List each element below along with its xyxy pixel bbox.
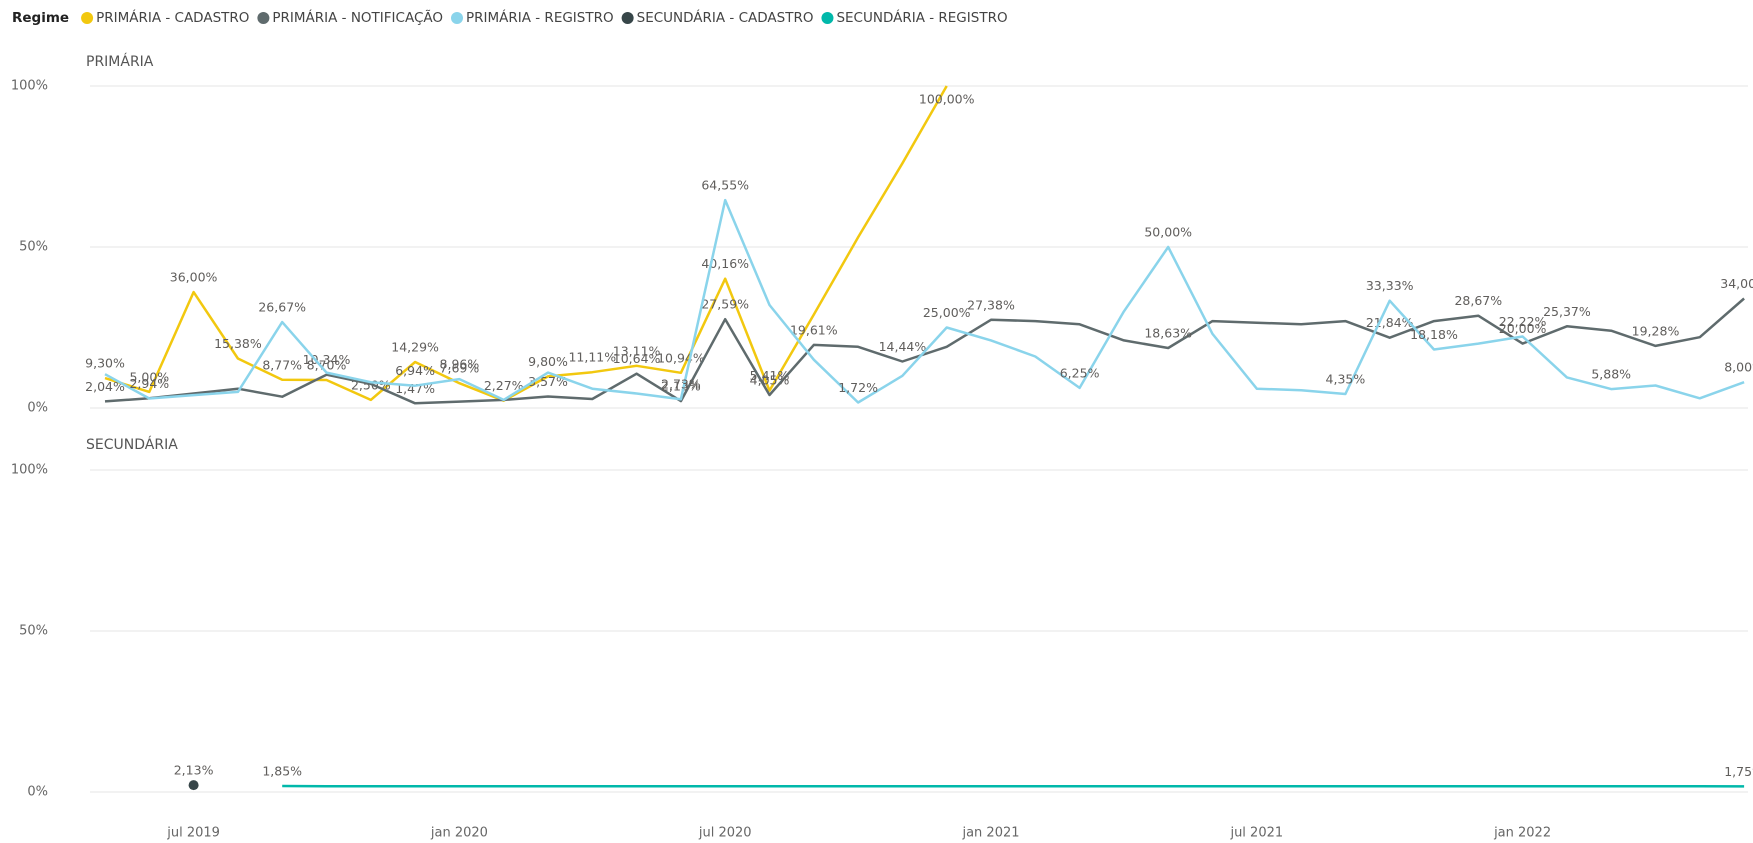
data-label: 2,94% [129, 376, 169, 391]
x-tick-label: jan 2020 [430, 826, 488, 841]
panel-title: PRIMÁRIA [86, 53, 154, 70]
data-label: 15,38% [214, 336, 262, 351]
data-label: 19,61% [790, 322, 838, 337]
x-tick-label: jan 2021 [961, 826, 1019, 841]
y-tick-label: 100% [11, 463, 48, 478]
data-label: 36,00% [170, 270, 218, 285]
data-label: 1,75% [1724, 764, 1753, 779]
data-label: 2,27% [484, 378, 524, 393]
legend-marker [451, 12, 463, 24]
data-label: 40,16% [701, 256, 749, 271]
data-label: 50,00% [1144, 225, 1192, 240]
data-label: 10,34% [303, 352, 351, 367]
data-label: 18,63% [1144, 326, 1192, 341]
y-tick-label: 0% [27, 401, 48, 416]
data-label: 28,67% [1454, 293, 1502, 308]
data-label: 100,00% [919, 92, 975, 107]
data-label: 5,00% [129, 369, 169, 384]
data-label: 25,37% [1543, 304, 1591, 319]
data-label: 8,96% [440, 357, 480, 372]
data-label: 10,94% [657, 350, 705, 365]
data-label: 26,67% [258, 300, 306, 315]
data-label: 13,11% [613, 343, 661, 358]
data-point [188, 780, 199, 791]
data-label: 22,22% [1499, 314, 1547, 329]
data-label: 2,13% [661, 379, 701, 394]
data-label: 4,35% [1326, 371, 1366, 386]
y-tick-label: 50% [19, 624, 48, 639]
data-label: 27,38% [967, 297, 1015, 312]
data-label: 2,13% [174, 763, 214, 778]
data-label: 8,77% [262, 357, 302, 372]
data-label: 14,29% [391, 339, 439, 354]
legend-label: SECUNDÁRIA - CADASTRO [637, 9, 814, 26]
data-label: 64,55% [701, 178, 749, 193]
data-label: 14,44% [879, 339, 927, 354]
data-label: 20,00% [1499, 321, 1547, 336]
data-label: 11,11% [568, 350, 616, 365]
data-label: 1,85% [262, 764, 302, 779]
data-label: 6,25% [1060, 365, 1100, 380]
x-tick-label: jul 2019 [166, 826, 220, 841]
legend-marker [81, 12, 94, 24]
data-label: 5,88% [1591, 367, 1631, 382]
series-line [104, 297, 1745, 405]
data-label: 2,73% [661, 377, 701, 392]
panel-title: SECUNDÁRIA [86, 436, 178, 453]
data-label: 4,05% [750, 372, 790, 387]
data-label: 2,04% [85, 379, 125, 394]
legend-marker [821, 12, 834, 24]
data-label: 10,64% [613, 351, 661, 366]
data-label: 8,00% [1724, 360, 1753, 375]
x-tick-label: jul 2020 [698, 826, 752, 841]
legend-label: SECUNDÁRIA - REGISTRO [836, 9, 1007, 26]
series-line [104, 85, 948, 402]
data-label: 9,30% [85, 356, 125, 371]
series-line [104, 198, 1745, 404]
y-tick-label: 100% [11, 79, 48, 94]
data-label: 33,33% [1366, 278, 1414, 293]
data-label: 34,00% [1720, 276, 1753, 291]
x-tick-label: jan 2022 [1493, 826, 1551, 841]
data-label: 27,59% [701, 297, 749, 312]
legend-label: PRIMÁRIA - NOTIFICAÇÃO [272, 9, 443, 26]
y-tick-label: 0% [27, 785, 48, 800]
x-tick-label: jul 2021 [1229, 826, 1283, 841]
legend-marker [257, 12, 270, 24]
legend-label: PRIMÁRIA - REGISTRO [466, 9, 614, 26]
data-label: 6,94% [395, 363, 435, 378]
y-tick-label: 50% [19, 240, 48, 255]
data-label: 18,18% [1410, 327, 1458, 342]
data-label: 7,69% [440, 361, 480, 376]
legend-label: PRIMÁRIA - CADASTRO [96, 9, 249, 26]
data-label: 19,28% [1632, 323, 1680, 338]
legend-marker [621, 12, 634, 24]
legend-title: Regime [12, 10, 69, 26]
data-label: 1,72% [838, 380, 878, 395]
data-label: 25,00% [923, 305, 971, 320]
data-label: 9,80% [528, 354, 568, 369]
